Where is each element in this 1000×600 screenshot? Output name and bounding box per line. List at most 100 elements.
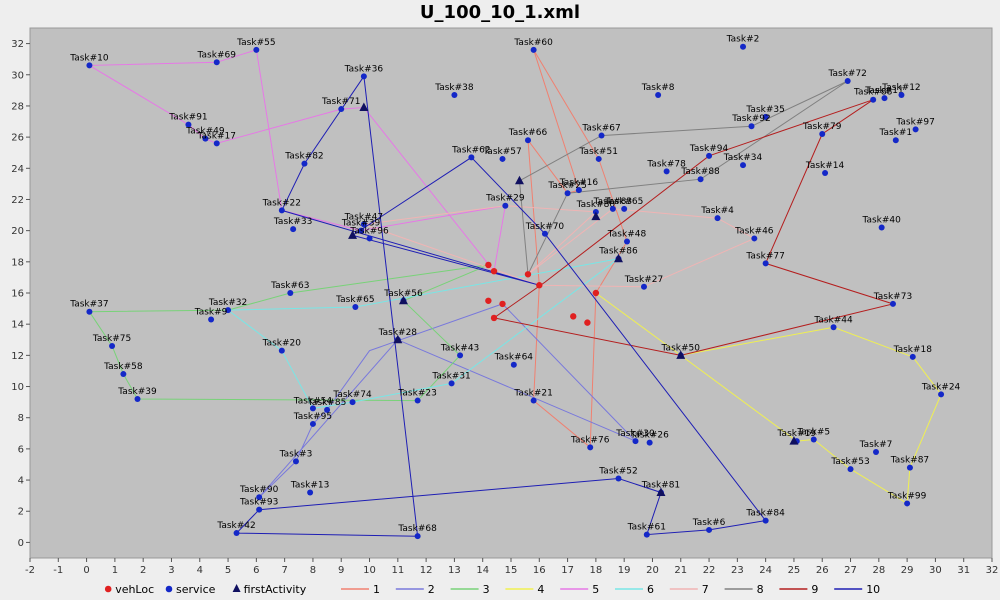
legend-label: 1 — [373, 583, 380, 596]
legend-label: 7 — [702, 583, 709, 596]
service-point — [938, 391, 945, 398]
service-point — [898, 92, 905, 99]
task-label: Task#94 — [689, 144, 729, 154]
task-label: Task#17 — [197, 131, 236, 141]
task-label: Task#1 — [878, 128, 912, 138]
task-label: Task#24 — [921, 382, 961, 392]
service-point — [844, 78, 851, 84]
x-tick-label: 25 — [788, 565, 801, 576]
service-point — [185, 121, 192, 128]
task-label: Task#28 — [378, 328, 418, 338]
task-label: Task#66 — [508, 128, 548, 138]
service-point — [457, 352, 464, 359]
task-label: Task#43 — [440, 343, 479, 353]
legend-label: service — [176, 583, 216, 596]
route-6-line — [226, 258, 619, 409]
service-point — [615, 475, 622, 482]
vehicle-location-point — [490, 314, 498, 322]
service-point — [233, 530, 240, 537]
task-label: Task#34 — [723, 153, 763, 163]
service-point — [881, 95, 888, 102]
x-tick-label: 1 — [112, 565, 118, 576]
x-tick-label: 19 — [618, 565, 631, 576]
service-point — [847, 466, 854, 473]
x-tick-label: 0 — [83, 565, 89, 576]
y-tick-label: 14 — [11, 320, 24, 331]
service-point — [120, 371, 127, 378]
service-point — [349, 399, 356, 406]
service-point — [134, 396, 141, 402]
task-label: Task#74 — [332, 390, 372, 400]
service-point — [358, 227, 365, 234]
service-point — [86, 308, 93, 315]
x-tick-label: 28 — [872, 565, 885, 576]
x-tick-label: 29 — [901, 565, 914, 576]
route-4-line — [595, 292, 942, 505]
route-10-line — [235, 74, 767, 537]
service-point — [287, 290, 294, 296]
service-point — [213, 59, 220, 66]
task-label: Task#75 — [92, 334, 131, 344]
service-point — [530, 46, 537, 53]
y-tick-label: 4 — [18, 476, 24, 487]
task-label: Task#99 — [887, 491, 927, 501]
x-tick-label: -2 — [25, 565, 35, 576]
task-label: Task#77 — [745, 251, 784, 261]
service-point — [878, 224, 885, 231]
x-tick-label: 13 — [448, 565, 461, 576]
task-label: Task#3 — [279, 449, 313, 459]
task-label: Task#23 — [397, 389, 436, 399]
y-tick-label: 26 — [11, 133, 24, 144]
task-label: Task#21 — [513, 389, 552, 399]
legend-label: 2 — [428, 583, 435, 596]
x-tick-label: 4 — [197, 565, 203, 576]
service-point — [202, 135, 209, 142]
x-tick-label: 16 — [533, 565, 546, 576]
service-point — [870, 96, 877, 103]
task-label: Task#54 — [293, 396, 333, 406]
service-point — [86, 62, 93, 69]
task-label: Task#26 — [629, 431, 669, 441]
service-point — [904, 500, 911, 507]
task-label: Task#68 — [397, 524, 437, 534]
x-tick-label: 8 — [310, 565, 316, 576]
first-activity-marker — [393, 334, 403, 344]
task-label: Task#85 — [307, 398, 346, 408]
y-tick-label: 22 — [11, 195, 24, 206]
task-label: Task#78 — [646, 159, 686, 169]
service-point — [598, 132, 605, 139]
y-tick-label: 6 — [18, 444, 24, 455]
task-label: Task#37 — [69, 300, 108, 310]
y-tick-label: 32 — [11, 39, 24, 50]
service-point — [697, 176, 704, 183]
first-activity-marker — [676, 350, 686, 359]
task-label: Task#5 — [796, 428, 830, 438]
service-point — [208, 316, 215, 323]
task-label: Task#44 — [813, 315, 853, 325]
task-label: Task#13 — [290, 481, 329, 491]
service-point — [762, 517, 769, 524]
service-point — [706, 152, 713, 159]
service-point — [502, 202, 509, 209]
task-label: Task#76 — [570, 435, 610, 445]
task-label: Task#10 — [69, 53, 109, 63]
task-label: Task#81 — [641, 481, 680, 491]
service-point — [909, 353, 916, 360]
x-tick-label: 20 — [646, 565, 659, 576]
task-label: Task#12 — [881, 83, 920, 93]
x-tick-label: 26 — [816, 565, 829, 576]
service-point — [468, 154, 475, 161]
first-activity-marker — [656, 487, 666, 497]
task-label: Task#36 — [344, 64, 384, 74]
service-point — [740, 43, 747, 50]
service-point — [762, 260, 769, 267]
task-label: Task#72 — [827, 69, 866, 79]
task-label: Task#19 — [777, 429, 817, 439]
legend-service-marker — [165, 585, 173, 593]
task-label: Task#56 — [383, 289, 423, 299]
x-tick-label: 21 — [674, 565, 687, 576]
task-label: Task#86 — [598, 247, 638, 257]
route-7-line — [363, 205, 756, 288]
